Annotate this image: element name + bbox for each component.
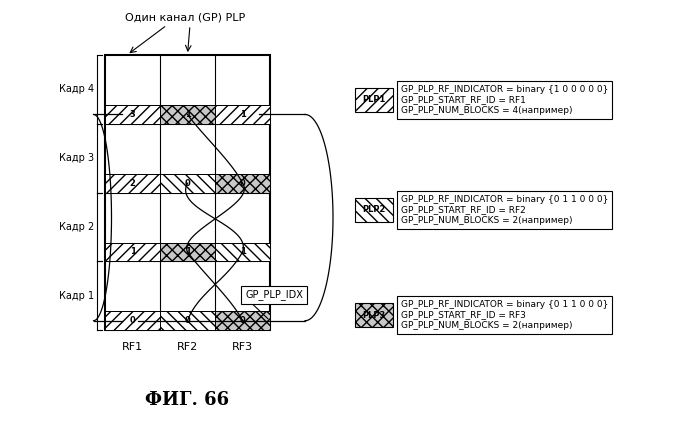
Bar [105, 242, 160, 261]
Text: 0: 0 [185, 316, 191, 325]
Text: PLP1: PLP1 [362, 96, 386, 104]
Text: GP_PLP_RF_INDICATOR = binary {1 0 0 0 0 0}
GP_PLP_START_RF_ID = RF1
GP_PLP_NUM_B: GP_PLP_RF_INDICATOR = binary {1 0 0 0 0 … [401, 85, 609, 115]
Text: 1: 1 [239, 110, 246, 119]
Text: 1: 1 [239, 248, 246, 256]
Bar [215, 312, 270, 330]
Text: 1: 1 [184, 110, 191, 119]
Bar [215, 242, 270, 261]
Text: Кадр 1: Кадр 1 [59, 290, 94, 301]
Bar [160, 174, 215, 192]
Bar [105, 312, 160, 330]
Text: RF2: RF2 [177, 342, 198, 352]
Bar [105, 105, 160, 124]
Text: GP_PLP_RF_INDICATOR = binary {0 1 1 0 0 0}
GP_PLP_START_RF_ID = RF2
GP_PLP_NUM_B: GP_PLP_RF_INDICATOR = binary {0 1 1 0 0 … [401, 195, 609, 225]
Text: ФИГ. 66: ФИГ. 66 [145, 391, 229, 409]
Text: 1: 1 [130, 248, 135, 256]
Bar [355, 198, 393, 222]
Bar [160, 312, 215, 330]
Text: Кадр 3: Кадр 3 [59, 153, 94, 163]
Text: 2: 2 [130, 179, 135, 188]
Bar [355, 88, 393, 112]
Bar [105, 55, 270, 330]
Text: Кадр 4: Кадр 4 [59, 84, 94, 94]
Text: 3: 3 [130, 110, 135, 119]
Text: PLP3: PLP3 [362, 311, 385, 320]
Bar [105, 174, 160, 192]
Text: 0: 0 [239, 316, 246, 325]
Bar [160, 105, 215, 124]
Bar [215, 105, 270, 124]
Text: RF3: RF3 [232, 342, 253, 352]
Text: PLP2: PLP2 [362, 205, 386, 215]
Bar [215, 174, 270, 192]
Text: 0: 0 [130, 316, 135, 325]
Bar [160, 242, 215, 261]
Bar [355, 303, 393, 327]
Text: 0: 0 [239, 179, 246, 188]
Text: RF1: RF1 [122, 342, 143, 352]
Text: Кадр 2: Кадр 2 [59, 222, 94, 232]
Text: 0: 0 [185, 179, 191, 188]
Text: Один канал (GP) PLP: Один канал (GP) PLP [125, 13, 245, 23]
Text: GP_PLP_RF_INDICATOR = binary {0 1 1 0 0 0}
GP_PLP_START_RF_ID = RF3
GP_PLP_NUM_B: GP_PLP_RF_INDICATOR = binary {0 1 1 0 0 … [401, 300, 609, 330]
Text: 1: 1 [184, 248, 191, 256]
Text: GP_PLP_IDX: GP_PLP_IDX [245, 290, 303, 301]
